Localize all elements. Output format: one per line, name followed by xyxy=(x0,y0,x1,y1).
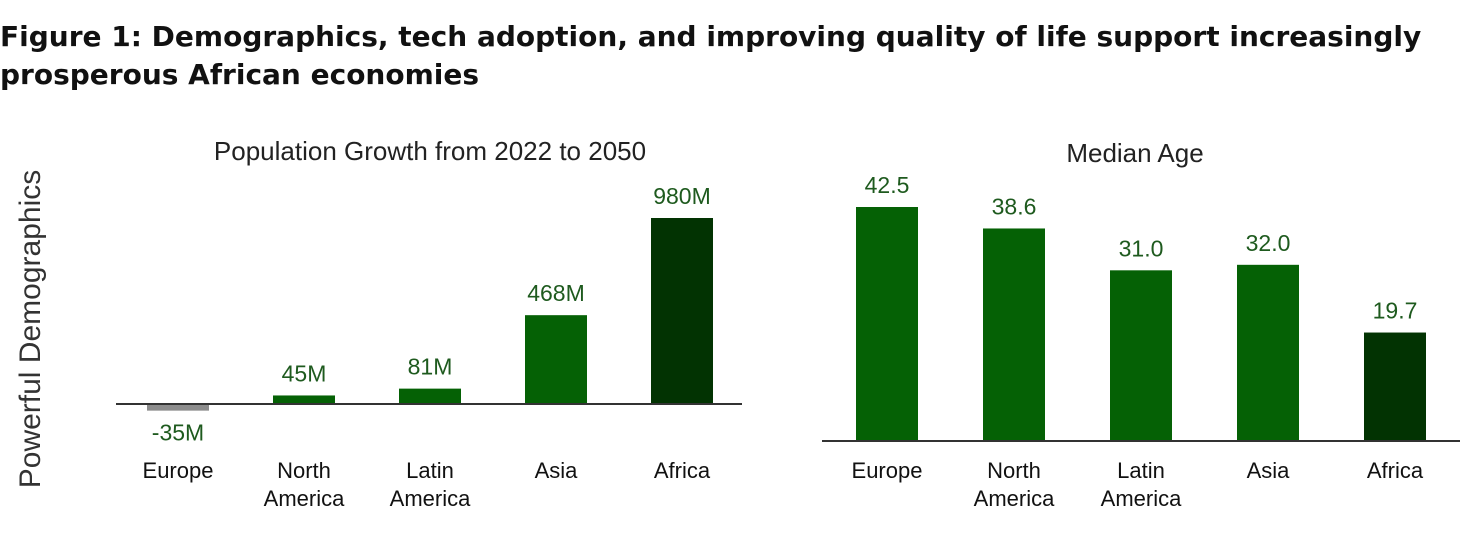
age-category-label-0: Europe xyxy=(852,458,923,483)
figure-title-line-1: Figure 1: Demographics, tech adoption, a… xyxy=(0,20,1422,53)
age-category-label-1-line-0: North xyxy=(987,458,1041,483)
age-bar-2 xyxy=(1110,270,1172,441)
pop-data-label-1: 45M xyxy=(282,360,327,386)
pop-bar-3 xyxy=(525,315,587,404)
pop-category-label-2-line-0: Latin xyxy=(406,458,454,483)
age-category-label-2-line-0: Latin xyxy=(1117,458,1165,483)
age-data-label-3: 32.0 xyxy=(1246,230,1291,256)
pop-data-label-2: 81M xyxy=(408,354,453,380)
pop-category-label-1-line-1: America xyxy=(264,486,345,511)
pop-category-label-4: Africa xyxy=(654,458,711,483)
age-data-label-4: 19.7 xyxy=(1373,298,1418,324)
age-data-label-1: 38.6 xyxy=(992,193,1037,219)
population-growth-chart: Population Growth from 2022 to 2050 -35M E… xyxy=(116,136,742,511)
pop-data-label-4: 980M xyxy=(653,183,711,209)
pop-category-label-0: Europe xyxy=(143,458,214,483)
age-bar-1 xyxy=(983,228,1045,441)
age-bar-0 xyxy=(856,207,918,441)
age-category-label-1-line-1: America xyxy=(974,486,1055,511)
pop-bar-1 xyxy=(273,395,335,404)
pop-data-label-3: 468M xyxy=(527,280,585,306)
pop-bar-2 xyxy=(399,388,461,404)
age-title: Median Age xyxy=(1066,138,1203,168)
age-bar-4 xyxy=(1364,332,1426,441)
pop-category-label-1-line-0: North xyxy=(277,458,331,483)
pop-title: Population Growth from 2022 to 2050 xyxy=(214,136,646,166)
age-category-label-2-line-1: America xyxy=(1101,486,1182,511)
age-category-label-4: Africa xyxy=(1367,458,1424,483)
figure-title: Figure 1: Demographics, tech adoption, a… xyxy=(0,18,1460,94)
age-data-label-2: 31.0 xyxy=(1119,235,1164,261)
pop-bar-0 xyxy=(147,404,209,411)
pop-data-label-0: -35M xyxy=(152,420,204,446)
figure-title-line-2: prosperous African economies xyxy=(0,58,480,91)
age-data-label-0: 42.5 xyxy=(865,172,910,198)
pop-bar-4 xyxy=(651,218,713,404)
age-bar-3 xyxy=(1237,264,1299,441)
age-category-label-3: Asia xyxy=(1247,458,1291,483)
pop-category-label-2-line-1: America xyxy=(390,486,471,511)
pop-category-label-3: Asia xyxy=(535,458,579,483)
